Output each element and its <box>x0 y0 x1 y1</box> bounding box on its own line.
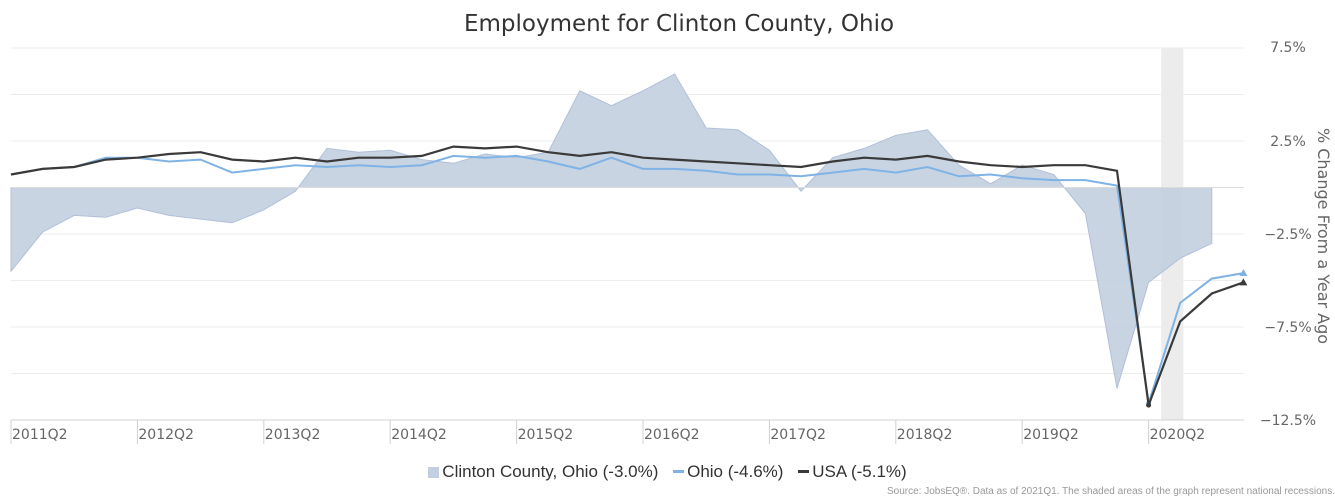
series-point-usa <box>1146 402 1152 408</box>
y-tick-label: −7.5% <box>1264 320 1311 336</box>
x-tick-label: 2011Q2 <box>12 427 68 443</box>
chart-title: Employment for Clinton County, Ohio <box>464 11 894 37</box>
y-tick-label: 2.5% <box>1270 134 1306 150</box>
chart-legend: Clinton County, Ohio (-3.0%) Ohio (-4.6%… <box>0 462 1335 482</box>
series-marker-ohio <box>1239 269 1248 277</box>
legend-item-usa[interactable]: USA (-5.1%) <box>798 462 907 482</box>
x-tick-label: 2016Q2 <box>644 427 700 443</box>
legend-item-ohio[interactable]: Ohio (-4.6%) <box>673 462 783 482</box>
x-tick-label: 2019Q2 <box>1023 427 1079 443</box>
series-area-clinton-county <box>10 73 1213 389</box>
legend-swatch-usa <box>798 470 810 473</box>
series-line-usa <box>10 145 1244 406</box>
series-line-ohio <box>10 154 1244 404</box>
legend-item-clinton[interactable]: Clinton County, Ohio (-3.0%) <box>428 462 658 482</box>
x-tick-label: 2018Q2 <box>897 427 953 443</box>
x-tick-label: 2014Q2 <box>391 427 447 443</box>
legend-label-ohio: Ohio (-4.6%) <box>687 462 784 481</box>
y-tick-label: −2.5% <box>1264 227 1311 243</box>
y-axis-label: % Change From a Year Ago <box>1314 128 1333 344</box>
series-marker-usa <box>1239 278 1248 286</box>
legend-label-clinton: Clinton County, Ohio (-3.0%) <box>442 462 659 481</box>
legend-swatch-ohio <box>673 470 685 473</box>
legend-label-usa: USA (-5.1%) <box>812 462 907 481</box>
x-tick-label: 2017Q2 <box>770 427 826 443</box>
x-tick-label: 2012Q2 <box>138 427 194 443</box>
source-note: Source: JobsEQ®. Data as of 2021Q1. The … <box>886 486 1335 497</box>
x-tick-label: 2020Q2 <box>1150 427 1206 443</box>
legend-swatch-clinton <box>428 467 440 478</box>
y-tick-label: 7.5% <box>1270 40 1306 56</box>
y-tick-label: −12.5% <box>1260 413 1316 429</box>
x-tick-label: 2013Q2 <box>265 427 321 443</box>
x-tick-label: 2015Q2 <box>518 427 574 443</box>
